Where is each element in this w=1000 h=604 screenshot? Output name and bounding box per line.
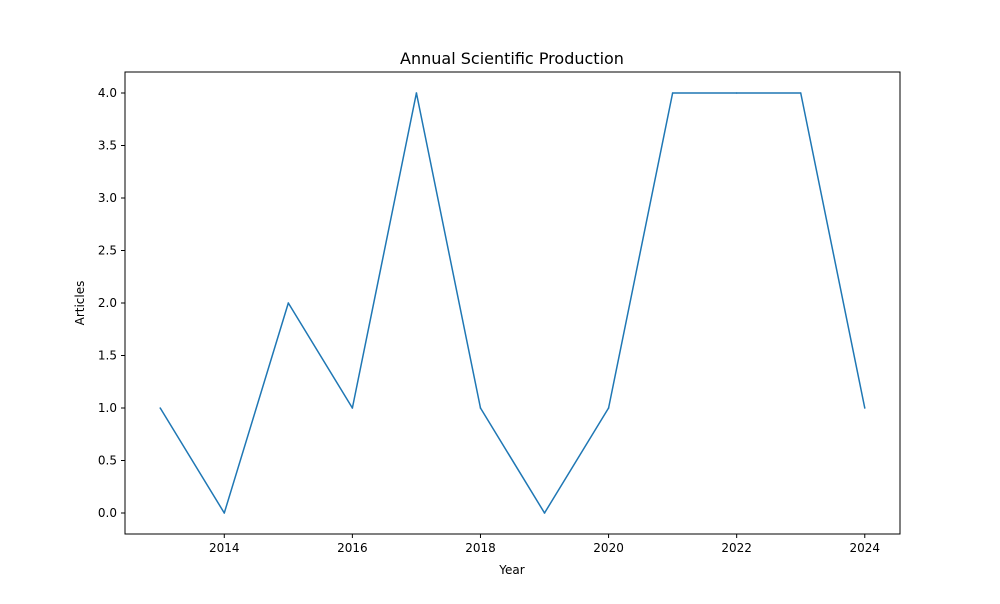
data-point (799, 92, 802, 94)
x-tick-label: 2016 (337, 541, 368, 555)
y-tick-label: 0.0 (98, 506, 117, 520)
data-point (415, 92, 418, 94)
y-tick-label: 1.0 (98, 401, 117, 415)
plot-area: 2014 2016 2018 2020 2022 2024 0.0 0.5 1.0 1.5 2.0… (98, 71, 901, 555)
x-tick-label: 2022 (721, 541, 752, 555)
y-tick-label: 2.5 (98, 244, 117, 258)
x-tick-label: 2018 (465, 541, 496, 555)
y-axis-label: Articles (73, 281, 87, 326)
data-point (159, 407, 162, 409)
data-point (863, 407, 866, 409)
data-point (607, 407, 610, 409)
data-point (351, 407, 354, 409)
x-tick-label: 2014 (209, 541, 240, 555)
data-point (543, 512, 546, 514)
x-axis: 2014 2016 2018 2020 2022 2024 (209, 534, 880, 555)
y-tick-label: 2.0 (98, 296, 117, 310)
y-tick-label: 3.0 (98, 191, 117, 205)
series-layer (159, 92, 866, 514)
x-tick-label: 2024 (849, 541, 880, 555)
y-tick-label: 1.5 (98, 349, 117, 363)
y-tick-label: 0.5 (98, 454, 117, 468)
y-tick-label: 4.0 (98, 86, 117, 100)
data-point (735, 92, 738, 94)
x-tick-label: 2020 (593, 541, 624, 555)
chart-title: Annual Scientific Production (400, 49, 624, 68)
y-axis: 0.0 0.5 1.0 1.5 2.0 2.5 3.0 3.5 4.0 (98, 86, 125, 520)
plot-frame (124, 71, 901, 535)
series-line (159, 92, 866, 514)
data-point (479, 407, 482, 409)
x-axis-label: Year (498, 563, 524, 577)
data-point (671, 92, 674, 94)
y-tick-label: 3.5 (98, 139, 117, 153)
data-point (223, 512, 226, 514)
data-point (287, 302, 290, 304)
